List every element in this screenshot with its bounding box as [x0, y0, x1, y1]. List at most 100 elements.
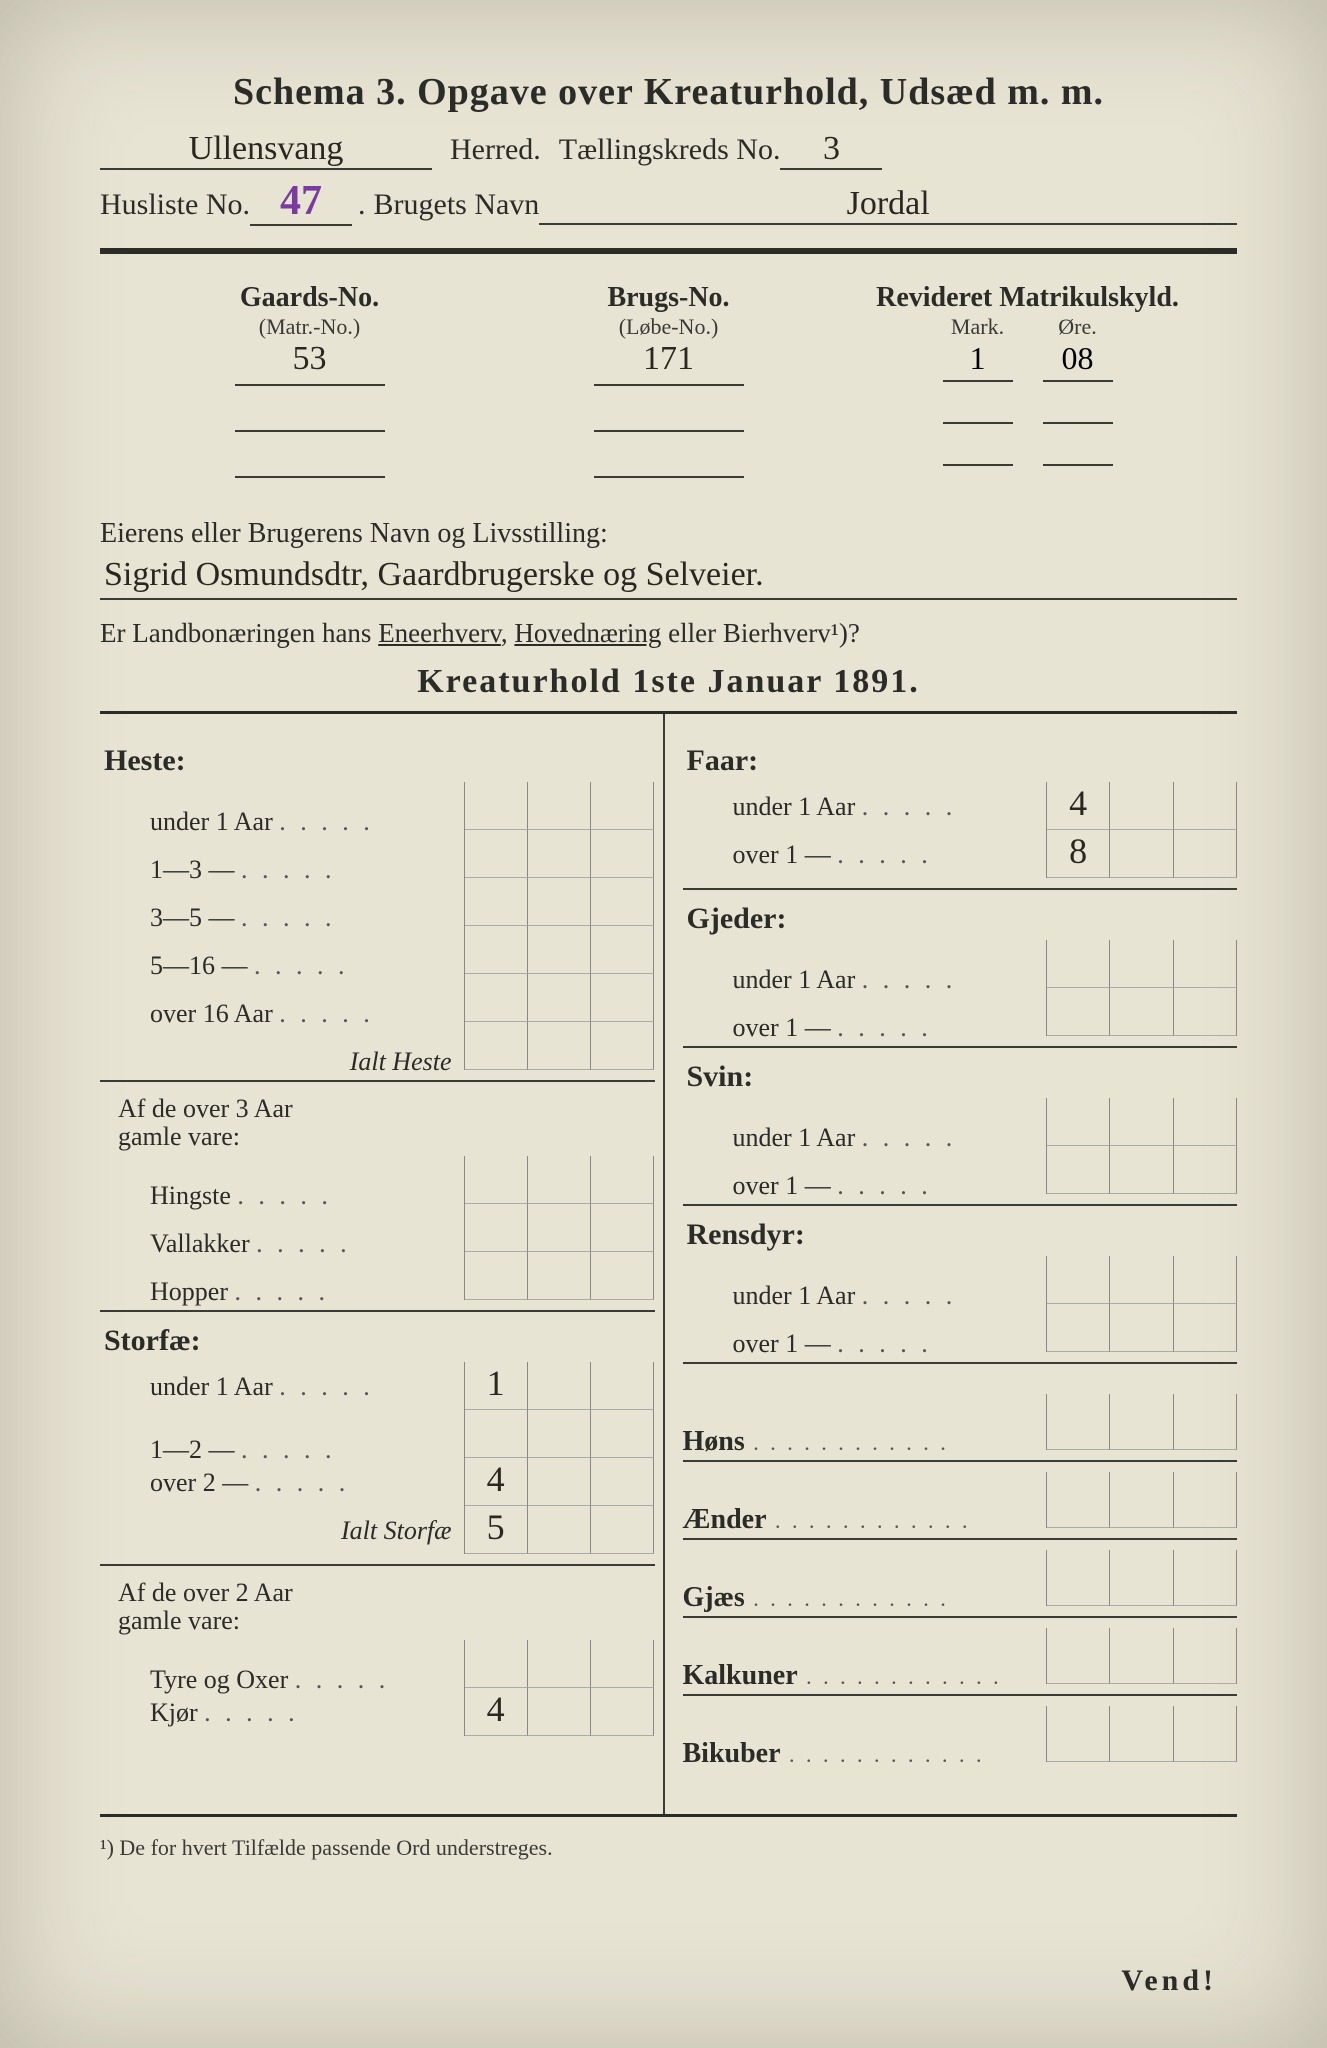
- heste-row-2-val: [465, 878, 528, 926]
- heste-sub-head1: Af de over 3 Aar: [118, 1094, 655, 1124]
- heste-sub-row-0-val: [465, 1156, 528, 1204]
- census-form-page: Schema 3. Opgave over Kreaturhold, Udsæd…: [0, 0, 1327, 2048]
- rensdyr-head: Rensdyr:: [687, 1218, 1238, 1252]
- storfae-total-label: Ialt Storfæ: [100, 1516, 464, 1546]
- heste-sub-row-1-val: [465, 1204, 528, 1252]
- storfae-row-2: over 2 — 4: [100, 1458, 655, 1506]
- gaards-head: Gaards-No.: [130, 282, 489, 314]
- simple-row-1: Ænder: [683, 1472, 1238, 1528]
- heste-row-2: 3—5 —: [100, 878, 655, 926]
- heste-row-0-label: under 1 Aar: [100, 807, 464, 837]
- heste-head: Heste:: [104, 744, 655, 778]
- husliste-label: Husliste No.: [100, 188, 250, 222]
- svin-row-1: over 1 —: [683, 1146, 1238, 1194]
- faar-row-1-val: 8: [1047, 830, 1110, 878]
- faar-row-0-label: under 1 Aar: [683, 792, 1047, 822]
- herred-value: Ullensvang: [100, 132, 432, 170]
- rensdyr-row-0-label: under 1 Aar: [683, 1281, 1047, 1311]
- heste-row-3-label: 5—16 —: [100, 951, 464, 981]
- ore-value: 08: [1043, 340, 1113, 382]
- brugets-label: Brugets Navn: [374, 188, 540, 222]
- heste-sub-row-2-val: [465, 1252, 528, 1300]
- storfae-row-0: under 1 Aar 1: [100, 1362, 655, 1410]
- storfae-sub-row-0-val: [465, 1640, 528, 1688]
- gjeder-head: Gjeder:: [687, 902, 1238, 936]
- gaards-sub: (Matr.-No.): [130, 314, 489, 340]
- simple-row-0: Høns: [683, 1394, 1238, 1450]
- heste-sub-row-0: Hingste: [100, 1156, 655, 1204]
- storfae-row-0-val: 1: [465, 1362, 528, 1410]
- simple-val-4: [1047, 1706, 1110, 1762]
- gaards-v3: [235, 432, 385, 478]
- heste-sub-row-0-label: Hingste: [100, 1181, 464, 1211]
- svin-row-0: under 1 Aar: [683, 1098, 1238, 1146]
- gaards-block: Gaards-No. (Matr.-No.) 53: [130, 282, 489, 478]
- heste-row-1-val: [465, 830, 528, 878]
- storfae-sub-row-1: Kjør 4: [100, 1688, 655, 1736]
- heste-sub-row-2: Hopper: [100, 1252, 655, 1300]
- gaards-v1: 53: [235, 340, 385, 386]
- rensdyr-row-0-val: [1047, 1256, 1110, 1304]
- brugs-block: Brugs-No. (Løbe-No.) 171: [489, 282, 848, 478]
- matrikkel-block: Gaards-No. (Matr.-No.) 53 Brugs-No. (Løb…: [130, 282, 1207, 478]
- header-row-1: Ullensvang Herred. Tællingskreds No. 3: [100, 132, 1237, 170]
- storfae-sub-head2: gamle vare:: [118, 1606, 655, 1636]
- brugs-v3: [594, 432, 744, 478]
- header-row-2: Husliste No. 47 . Brugets Navn Jordal: [100, 180, 1237, 226]
- brugs-sub: (Løbe-No.): [489, 314, 848, 340]
- storfae-head: Storfæ:: [104, 1324, 655, 1358]
- storfae-sub-row-0-label: Tyre og Oxer: [100, 1665, 464, 1695]
- gjeder-row-1-val: [1047, 988, 1110, 1036]
- gjeder-row-1-label: over 1 —: [683, 1013, 1047, 1043]
- brugs-head: Brugs-No.: [489, 282, 848, 314]
- rensdyr-row-0: under 1 Aar: [683, 1256, 1238, 1304]
- heste-row-4-label: over 16 Aar: [100, 999, 464, 1029]
- svin-head: Svin:: [687, 1060, 1238, 1094]
- rensdyr-row-1: over 1 —: [683, 1304, 1238, 1352]
- simple-val-1: [1047, 1472, 1110, 1528]
- ore-label: Øre.: [1043, 314, 1113, 340]
- heste-row-1: 1—3 —: [100, 830, 655, 878]
- simple-val-2: [1047, 1550, 1110, 1606]
- brugets-value: Jordal: [539, 187, 1237, 225]
- faar-head: Faar:: [687, 744, 1238, 778]
- heste-total-row: Ialt Heste: [100, 1022, 655, 1070]
- svin-row-1-val: [1047, 1146, 1110, 1194]
- gjeder-row-0: under 1 Aar: [683, 940, 1238, 988]
- mark-label: Mark.: [943, 314, 1013, 340]
- svin-row-0-label: under 1 Aar: [683, 1123, 1047, 1153]
- heste-row-4: over 16 Aar: [100, 974, 655, 1022]
- svin-row-1-label: over 1 —: [683, 1171, 1047, 1201]
- rensdyr-row-1-val: [1047, 1304, 1110, 1352]
- kreds-label: Tællingskreds No.: [559, 133, 781, 167]
- brugs-v2: [594, 386, 744, 432]
- simple-row-3: Kalkuner: [683, 1628, 1238, 1684]
- kreds-value: 3: [780, 132, 882, 170]
- gjeder-row-0-label: under 1 Aar: [683, 965, 1047, 995]
- gjeder-row-1: over 1 —: [683, 988, 1238, 1036]
- heste-row-3-val: [465, 926, 528, 974]
- storfae-row-2-label: over 2 —: [100, 1468, 464, 1498]
- heste-sub-row-1-label: Vallakker: [100, 1229, 464, 1259]
- heste-row-4-val: [465, 974, 528, 1022]
- storfae-sub-row-1-val: 4: [465, 1688, 528, 1736]
- storfae-row-0-label: under 1 Aar: [100, 1372, 464, 1402]
- owner-value: Sigrid Osmundsdtr, Gaardbrugerske og Sel…: [100, 550, 1237, 600]
- gaards-v2: [235, 386, 385, 432]
- owner-label: Eierens eller Brugerens Navn og Livsstil…: [100, 518, 1237, 550]
- faar-row-0-val: 4: [1047, 782, 1110, 830]
- skyld-block: Revideret Matrikulskyld. Mark. 1 Øre. 08: [848, 282, 1207, 478]
- simple-label-4: Bikuber: [683, 1738, 1047, 1770]
- heste-total-label: Ialt Heste: [100, 1047, 464, 1077]
- heste-row-2-label: 3—5 —: [100, 903, 464, 933]
- storfae-row-2-val: 4: [465, 1458, 528, 1506]
- storfae-sub-head1: Af de over 2 Aar: [118, 1578, 655, 1608]
- gjeder-row-0-val: [1047, 940, 1110, 988]
- right-column: Faar: under 1 Aar 4over 1 — 8 Gjeder: un…: [665, 714, 1238, 1814]
- storfae-total-row: Ialt Storfæ 5: [100, 1506, 655, 1554]
- faar-row-1-label: over 1 —: [683, 840, 1047, 870]
- simple-row-4: Bikuber: [683, 1706, 1238, 1762]
- simple-label-2: Gjæs: [683, 1582, 1047, 1614]
- heste-row-3: 5—16 —: [100, 926, 655, 974]
- mark-value: 1: [943, 340, 1013, 382]
